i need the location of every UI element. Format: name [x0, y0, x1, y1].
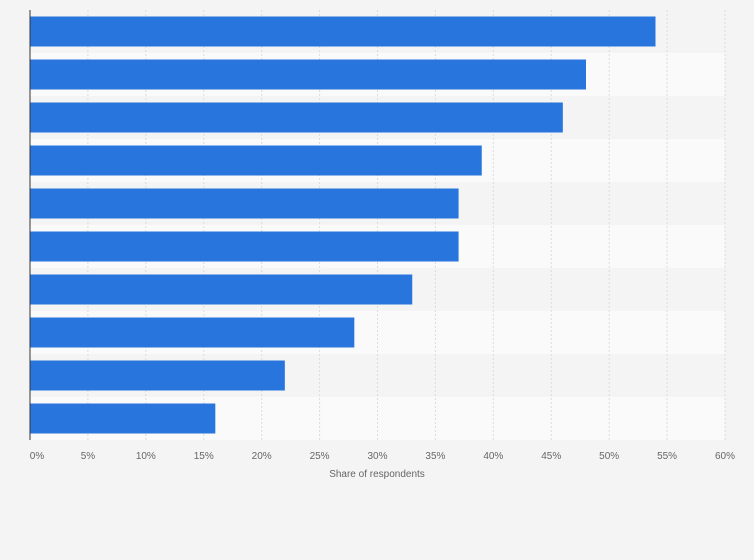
x-tick-label: 0%: [30, 451, 45, 462]
bar: [30, 102, 563, 133]
x-axis-title: Share of respondents: [329, 469, 425, 480]
x-tick-label: 40%: [483, 451, 503, 462]
bar: [30, 145, 482, 176]
x-tick-label: 25%: [310, 451, 330, 462]
bar: [30, 231, 459, 262]
x-tick-label: 5%: [81, 451, 96, 462]
bars: [30, 16, 656, 434]
bar: [30, 59, 586, 90]
x-tick-label: 35%: [425, 451, 445, 462]
x-tick-labels: 0% 5% 10% 15% 20% 25% 30% 35% 40% 45% 50% 55% 60%: [30, 451, 735, 462]
bar: [30, 274, 413, 305]
x-tick-label: 10%: [136, 451, 156, 462]
x-tick-label: 30%: [367, 451, 387, 462]
x-tick-label: 55%: [657, 451, 677, 462]
bar: [30, 403, 216, 434]
x-tick-label: 45%: [541, 451, 561, 462]
bar: [30, 317, 355, 348]
x-tick-label: 15%: [194, 451, 214, 462]
bar: [30, 360, 285, 391]
bar: [30, 16, 656, 47]
x-tick-label: 50%: [599, 451, 619, 462]
x-tick-label: 60%: [715, 451, 735, 462]
bar: [30, 188, 459, 219]
x-tick-label: 20%: [252, 451, 272, 462]
